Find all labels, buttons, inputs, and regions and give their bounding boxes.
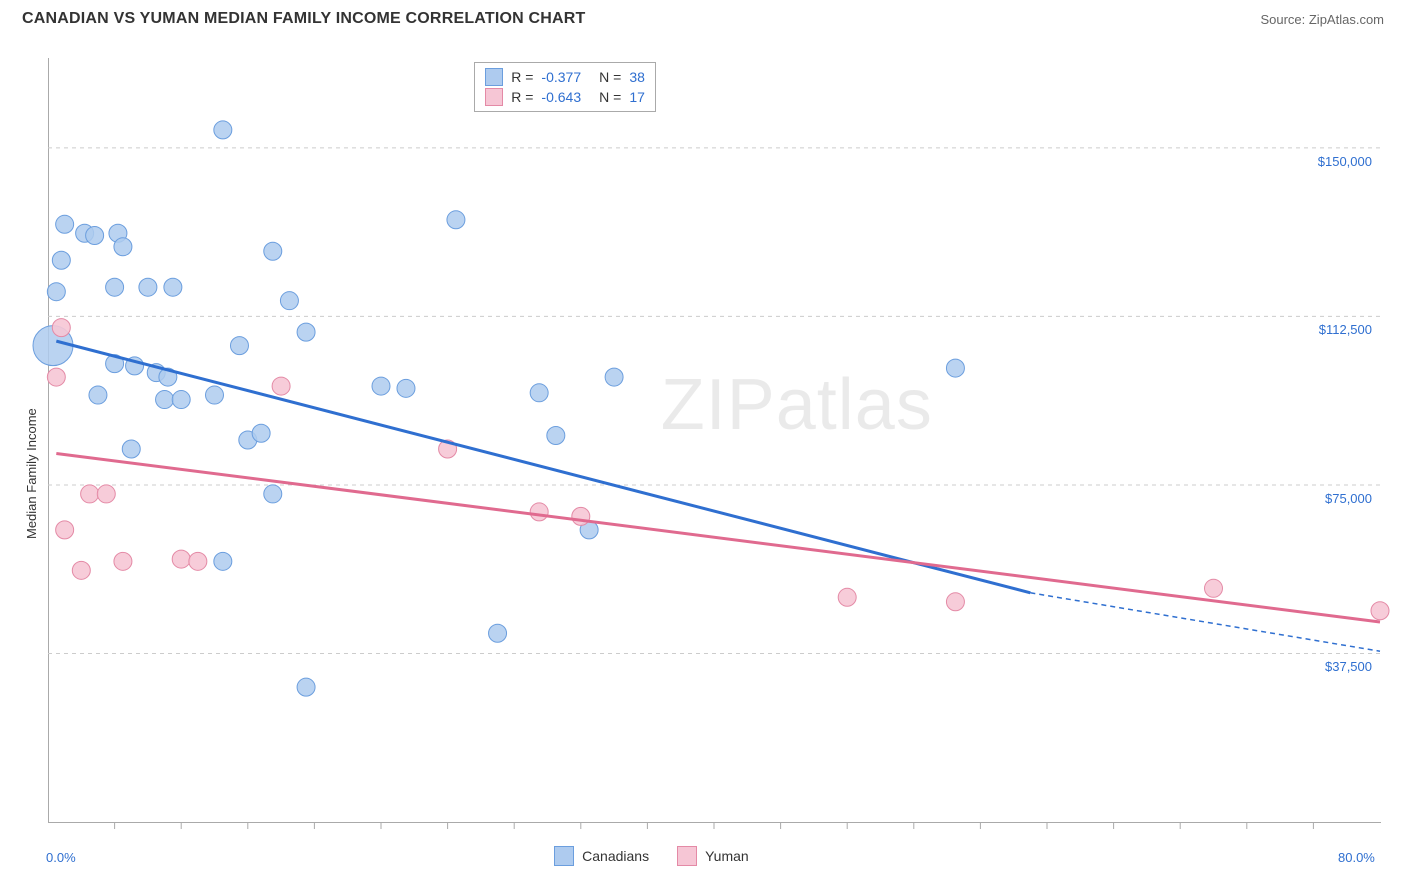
legend-swatch bbox=[485, 88, 503, 106]
data-point bbox=[1371, 602, 1389, 620]
regression-line bbox=[56, 453, 1380, 622]
data-point bbox=[189, 552, 207, 570]
data-point bbox=[397, 379, 415, 397]
y-tick-label: $75,000 bbox=[1325, 491, 1372, 506]
x-tick-label: 0.0% bbox=[46, 850, 76, 865]
data-point bbox=[114, 238, 132, 256]
data-point bbox=[72, 561, 90, 579]
data-point bbox=[86, 227, 104, 245]
data-point bbox=[547, 427, 565, 445]
data-point bbox=[56, 215, 74, 233]
y-tick-label: $37,500 bbox=[1325, 659, 1372, 674]
data-point bbox=[52, 319, 70, 337]
legend-item: Canadians bbox=[554, 846, 649, 866]
legend-swatch bbox=[554, 846, 574, 866]
data-point bbox=[56, 521, 74, 539]
regression-line-extrapolated bbox=[1030, 593, 1380, 651]
legend-item: Yuman bbox=[677, 846, 749, 866]
data-point bbox=[572, 507, 590, 525]
stat-n-value: 17 bbox=[629, 87, 645, 107]
stat-label: N = bbox=[599, 67, 621, 87]
legend-label: Yuman bbox=[705, 848, 749, 864]
data-point bbox=[47, 283, 65, 301]
data-point bbox=[172, 391, 190, 409]
data-point bbox=[946, 359, 964, 377]
data-point bbox=[164, 278, 182, 296]
data-point bbox=[47, 368, 65, 386]
legend-label: Canadians bbox=[582, 848, 649, 864]
chart-container: CANADIAN VS YUMAN MEDIAN FAMILY INCOME C… bbox=[0, 0, 1406, 892]
data-point bbox=[272, 377, 290, 395]
stat-label: R = bbox=[511, 67, 533, 87]
data-point bbox=[838, 588, 856, 606]
data-point bbox=[264, 485, 282, 503]
stat-label: R = bbox=[511, 87, 533, 107]
data-point bbox=[1205, 579, 1223, 597]
stat-n-value: 38 bbox=[629, 67, 645, 87]
data-point bbox=[139, 278, 157, 296]
data-point bbox=[122, 440, 140, 458]
data-point bbox=[280, 292, 298, 310]
data-point bbox=[106, 278, 124, 296]
data-point bbox=[530, 384, 548, 402]
legend-swatch bbox=[677, 846, 697, 866]
data-point bbox=[447, 211, 465, 229]
data-point bbox=[81, 485, 99, 503]
data-point bbox=[252, 424, 270, 442]
legend-swatch bbox=[485, 68, 503, 86]
data-point bbox=[230, 337, 248, 355]
stats-row: R = -0.377 N = 38 bbox=[485, 67, 645, 87]
data-point bbox=[946, 593, 964, 611]
data-point bbox=[97, 485, 115, 503]
data-point bbox=[605, 368, 623, 386]
y-tick-label: $150,000 bbox=[1318, 154, 1372, 169]
stat-r-value: -0.377 bbox=[541, 67, 581, 87]
data-point bbox=[206, 386, 224, 404]
chart-svg bbox=[0, 0, 1406, 892]
data-point bbox=[297, 678, 315, 696]
data-point bbox=[114, 552, 132, 570]
data-point bbox=[264, 242, 282, 260]
data-point bbox=[214, 121, 232, 139]
data-point bbox=[530, 503, 548, 521]
stats-row: R = -0.643 N = 17 bbox=[485, 87, 645, 107]
series-legend: Canadians Yuman bbox=[554, 846, 749, 866]
data-point bbox=[156, 391, 174, 409]
data-point bbox=[214, 552, 232, 570]
data-point bbox=[89, 386, 107, 404]
data-point bbox=[172, 550, 190, 568]
stat-label: N = bbox=[599, 87, 621, 107]
data-point bbox=[372, 377, 390, 395]
stat-r-value: -0.643 bbox=[541, 87, 581, 107]
stats-legend: R = -0.377 N = 38 R = -0.643 N = 17 bbox=[474, 62, 656, 112]
data-point bbox=[52, 251, 70, 269]
data-point bbox=[297, 323, 315, 341]
x-tick-label: 80.0% bbox=[1338, 850, 1375, 865]
y-tick-label: $112,500 bbox=[1319, 322, 1372, 337]
data-point bbox=[489, 624, 507, 642]
